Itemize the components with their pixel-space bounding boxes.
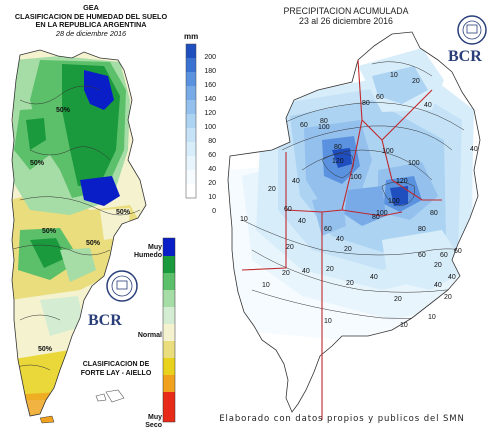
contour-label: 100	[318, 124, 330, 131]
contour-label: 100	[350, 174, 362, 181]
contour-label: 40	[336, 236, 344, 243]
colorbar-tick: 120	[204, 110, 216, 117]
title-date: 28 de diciembre 2016	[55, 28, 127, 38]
contour-label: 20	[326, 266, 334, 273]
bcr-seal-left	[106, 270, 138, 302]
contour-label: 120	[396, 178, 408, 185]
legend-normal: Normal	[137, 332, 162, 339]
contour-label: 40	[370, 274, 378, 281]
contour-label: 80	[362, 100, 370, 107]
contour-label: 10	[400, 322, 408, 329]
precip-colorbar	[185, 43, 197, 199]
province-borders	[241, 59, 442, 420]
contour-label: 80	[418, 226, 426, 233]
contour-label: 100	[376, 210, 388, 217]
contour-label: 20	[444, 294, 452, 301]
malvinas-islands	[105, 389, 125, 403]
contour-label: 40	[302, 268, 310, 275]
title-date: 23 al 26 diciembre 2016	[299, 16, 393, 26]
moisture-legend-bar	[162, 237, 176, 423]
colorbar-tick: 60	[208, 152, 216, 159]
colorbar-tick: 100	[204, 124, 216, 131]
title-line: PRECIPITACION ACUMULADA	[283, 6, 409, 16]
contour-label: 20	[282, 270, 290, 277]
contour-label: 40	[292, 178, 300, 185]
contour-label: 80	[430, 210, 438, 217]
colorbar-tick: 40	[208, 166, 216, 173]
contour-label: 50%	[86, 240, 101, 247]
contour-label: 50%	[38, 346, 53, 353]
contour-label: 20	[346, 280, 354, 287]
contour-label: 100	[408, 160, 420, 167]
contour-label: 80	[334, 144, 342, 151]
contour-label: 40	[434, 282, 442, 289]
colorbar-tick: 180	[204, 68, 216, 75]
contour-label: 80	[372, 214, 380, 221]
contour-label: 20	[286, 244, 294, 251]
title-line: CLASIFICACION DE HUMEDAD DEL SUELO	[14, 11, 168, 21]
colorbar-tick: 200	[204, 54, 216, 61]
contour-label: 100	[388, 198, 400, 205]
contour-label: 40	[470, 146, 478, 153]
contour-label: 10	[240, 216, 248, 223]
bcr-logo-right: BCR	[448, 48, 482, 65]
contour-label: 50%	[56, 107, 71, 114]
contour-label: 20	[268, 186, 276, 193]
bcr-logo-left: BCR	[88, 312, 122, 329]
contour-label: 100	[382, 148, 394, 155]
colorbar-unit: mm	[184, 32, 199, 41]
precipitation-title: PRECIPITACION ACUMULADA 23 al 26 diciemb…	[256, 6, 436, 26]
argentina-moisture-svg	[11, 49, 176, 424]
precipitation-map: PRECIPITACION ACUMULADA 23 al 26 diciemb…	[182, 0, 498, 438]
legend-very-dry: Muy Seco	[145, 414, 162, 429]
contour-label: 10	[390, 72, 398, 79]
tierra-del-fuego	[39, 415, 55, 424]
contour-label: 60	[454, 248, 462, 255]
title-line: EN LA REPUBLICA ARGENTINA	[35, 20, 147, 29]
colorbar-tick: 0	[212, 208, 216, 215]
contour-label: 20	[412, 78, 420, 85]
contour-label: 20	[344, 246, 352, 253]
contour-label: 50%	[30, 160, 45, 167]
contour-label: 50%	[42, 228, 57, 235]
soil-moisture-map: GEA CLASIFICACION DE HUMEDAD DEL SUELO E…	[0, 0, 182, 438]
contour-label: 60	[300, 122, 308, 129]
contour-label: 60	[440, 252, 448, 259]
contour-label: 20	[434, 262, 442, 269]
title-line: GEA	[83, 3, 99, 12]
contour-label: 80	[320, 118, 328, 125]
colorbar-tick: 10	[208, 194, 216, 201]
contour-label: 60	[418, 252, 426, 259]
colorbar-tick: 140	[204, 96, 216, 103]
argentina-outline	[11, 49, 147, 417]
soil-moisture-title: GEA CLASIFICACION DE HUMEDAD DEL SUELO E…	[0, 3, 182, 38]
bcr-seal-right	[457, 15, 487, 45]
contour-label: 10	[262, 282, 270, 289]
legend-very-wet: Muy Humedo	[134, 244, 162, 259]
contour-label: 10	[428, 314, 436, 321]
data-source-footer: Elaborado con datos propios y publicos d…	[219, 414, 465, 424]
colorbar-tick: 20	[208, 180, 216, 187]
contour-label: 40	[448, 274, 456, 281]
colorbar-tick: 160	[204, 82, 216, 89]
colorbar-tick: 80	[208, 138, 216, 145]
contour-label: 20	[394, 296, 402, 303]
contour-label: 50%	[116, 209, 131, 216]
contour-label: 40	[424, 102, 432, 109]
contour-label: 60	[324, 226, 332, 233]
contour-label: 40	[298, 218, 306, 225]
region-outline	[227, 31, 481, 413]
classification-method: CLASIFICACION DE FORTE LAY - AIELLO	[80, 361, 152, 377]
contour-label: 120	[332, 158, 344, 165]
contour-label: 10	[324, 318, 332, 325]
precipitation-svg	[185, 15, 487, 420]
contour-label: 60	[376, 94, 384, 101]
contour-label: 60	[284, 206, 292, 213]
